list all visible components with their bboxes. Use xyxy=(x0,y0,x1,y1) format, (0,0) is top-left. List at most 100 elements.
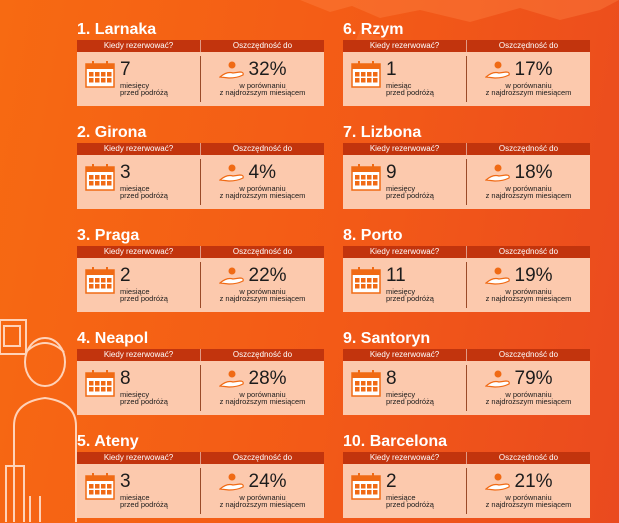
saving-label: Oszczędność do xyxy=(498,453,559,462)
months-unit: miesiąc xyxy=(386,81,412,90)
months-unit: miesiące xyxy=(120,287,150,296)
compare-line2: z najdroższym miesiącem xyxy=(485,294,572,303)
compare-line1: w porównaniu xyxy=(239,81,286,90)
compare-line1: w porównaniu xyxy=(505,184,552,193)
months-value: 1 xyxy=(386,59,397,80)
saving-value: 17% xyxy=(514,59,553,80)
compare-line1: w porównaniu xyxy=(505,287,552,296)
card-header: Kiedy rezerwować? Oszczędność do xyxy=(77,40,324,52)
before-trip-label: przed podróżą xyxy=(120,397,168,406)
months-unit: miesięcy xyxy=(386,184,416,193)
when-label: Kiedy rezerwować? xyxy=(103,144,174,153)
saving-value: 79% xyxy=(514,368,553,389)
compare-line2: z najdroższym miesiącem xyxy=(485,191,572,200)
calendar-icon xyxy=(85,163,115,191)
city-title: 6. Rzym xyxy=(343,21,404,38)
when-label: Kiedy rezerwować? xyxy=(103,41,174,50)
card-body: 9 miesięcy przed podróżą 18% w porównani… xyxy=(343,155,590,209)
calendar-icon xyxy=(85,60,115,88)
saving-label: Oszczędność do xyxy=(498,350,559,359)
city-title: 3. Praga xyxy=(77,227,140,244)
months-unit: miesięcy xyxy=(386,287,416,296)
saving-value: 24% xyxy=(248,471,287,492)
calendar-icon xyxy=(351,60,381,88)
months-value: 3 xyxy=(120,162,131,183)
saving-label: Oszczędność do xyxy=(232,453,293,462)
before-trip-label: przed podróżą xyxy=(386,88,434,97)
card-header: Kiedy rezerwować? Oszczędność do xyxy=(343,349,590,361)
city-title: 7. Lizbona xyxy=(343,124,422,141)
before-trip-label: przed podróżą xyxy=(120,191,168,200)
saving-value: 22% xyxy=(248,265,287,286)
compare-line1: w porównaniu xyxy=(505,390,552,399)
when-label: Kiedy rezerwować? xyxy=(369,350,440,359)
city-card: 8. Porto Kiedy rezerwować? Oszczędność d… xyxy=(343,226,590,312)
city-card: 6. Rzym Kiedy rezerwować? Oszczędność do… xyxy=(343,20,590,106)
saving-value: 28% xyxy=(248,368,287,389)
saving-label: Oszczędność do xyxy=(232,350,293,359)
months-value: 7 xyxy=(120,59,131,80)
card-header: Kiedy rezerwować? Oszczędność do xyxy=(343,40,590,52)
money-hand-icon xyxy=(218,472,245,492)
calendar-icon xyxy=(85,472,115,500)
card-header: Kiedy rezerwować? Oszczędność do xyxy=(343,452,590,464)
card-body: 2 miesiące przed podróżą 21% w porównani… xyxy=(343,464,590,518)
saving-label: Oszczędność do xyxy=(498,144,559,153)
saving-value: 19% xyxy=(514,265,553,286)
card-body: 1 miesiąc przed podróżą 17% w porównaniu… xyxy=(343,52,590,106)
saving-value: 18% xyxy=(514,162,553,183)
city-title: 1. Larnaka xyxy=(77,21,157,38)
when-label: Kiedy rezerwować? xyxy=(369,144,440,153)
saving-value: 32% xyxy=(248,59,287,80)
city-title: 5. Ateny xyxy=(77,433,139,450)
card-header: Kiedy rezerwować? Oszczędność do xyxy=(77,349,324,361)
compare-line1: w porównaniu xyxy=(505,493,552,502)
money-hand-icon xyxy=(484,60,511,80)
compare-line2: z najdroższym miesiącem xyxy=(219,397,306,406)
months-unit: miesięcy xyxy=(386,390,416,399)
card-body: 7 miesięcy przed podróżą 32% w porównani… xyxy=(77,52,324,106)
months-value: 11 xyxy=(386,265,406,286)
calendar-icon xyxy=(351,472,381,500)
city-title: 4. Neapol xyxy=(77,330,149,347)
when-label: Kiedy rezerwować? xyxy=(369,247,440,256)
saving-label: Oszczędność do xyxy=(498,247,559,256)
money-hand-icon xyxy=(484,266,511,286)
compare-line2: z najdroższym miesiącem xyxy=(219,500,306,509)
before-trip-label: przed podróżą xyxy=(386,191,434,200)
compare-line1: w porównaniu xyxy=(239,390,286,399)
months-unit: miesięcy xyxy=(120,390,150,399)
card-header: Kiedy rezerwować? Oszczędność do xyxy=(77,246,324,258)
city-card: 10. Barcelona Kiedy rezerwować? Oszczędn… xyxy=(343,432,590,518)
compare-line2: z najdroższym miesiącem xyxy=(219,191,306,200)
compare-line2: z najdroższym miesiącem xyxy=(485,88,572,97)
before-trip-label: przed podróżą xyxy=(120,88,168,97)
months-value: 8 xyxy=(120,368,131,389)
money-hand-icon xyxy=(218,266,245,286)
money-hand-icon xyxy=(218,163,245,183)
money-hand-icon xyxy=(218,369,245,389)
card-header: Kiedy rezerwować? Oszczędność do xyxy=(77,452,324,464)
when-label: Kiedy rezerwować? xyxy=(103,453,174,462)
when-label: Kiedy rezerwować? xyxy=(369,453,440,462)
when-label: Kiedy rezerwować? xyxy=(103,247,174,256)
money-hand-icon xyxy=(484,163,511,183)
card-header: Kiedy rezerwować? Oszczędność do xyxy=(343,246,590,258)
card-body: 11 miesięcy przed podróżą 19% w porównan… xyxy=(343,258,590,312)
city-card: 5. Ateny Kiedy rezerwować? Oszczędność d… xyxy=(77,432,324,518)
saving-label: Oszczędność do xyxy=(498,41,559,50)
card-body: 2 miesiące przed podróżą 22% w porównani… xyxy=(77,258,324,312)
city-card: 7. Lizbona Kiedy rezerwować? Oszczędność… xyxy=(343,123,590,209)
saving-label: Oszczędność do xyxy=(232,247,293,256)
months-unit: miesiące xyxy=(120,493,150,502)
money-hand-icon xyxy=(484,472,511,492)
before-trip-label: przed podróżą xyxy=(120,500,168,509)
saving-label: Oszczędność do xyxy=(232,144,293,153)
city-card: 2. Girona Kiedy rezerwować? Oszczędność … xyxy=(77,123,324,209)
months-unit: miesięcy xyxy=(120,81,150,90)
calendar-icon xyxy=(351,266,381,294)
saving-value: 21% xyxy=(514,471,553,492)
money-hand-icon xyxy=(484,369,511,389)
money-hand-icon xyxy=(218,60,245,80)
compare-line2: z najdroższym miesiącem xyxy=(219,294,306,303)
